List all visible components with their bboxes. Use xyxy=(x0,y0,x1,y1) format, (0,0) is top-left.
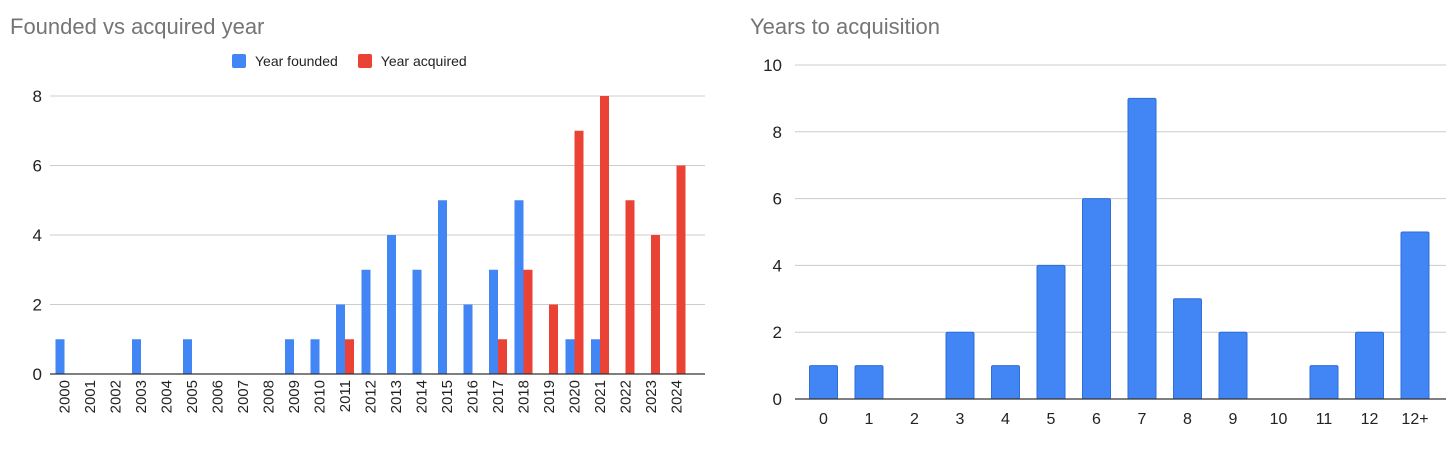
x-tick-label: 2002 xyxy=(108,380,125,413)
x-tick-label: 5 xyxy=(1047,411,1056,428)
x-tick-label: 2008 xyxy=(261,380,278,413)
x-tick-label: 2021 xyxy=(592,380,609,413)
y-tick-label: 4 xyxy=(33,226,42,245)
x-tick-label: 4 xyxy=(1001,411,1010,428)
x-tick-label: 2 xyxy=(910,411,919,428)
x-tick-label: 2022 xyxy=(618,380,635,413)
x-tick-label: 1 xyxy=(865,411,874,428)
bar-years-to-acquisition xyxy=(809,365,838,400)
x-tick-label: 2000 xyxy=(57,380,74,413)
x-tick-label: 2009 xyxy=(286,380,303,413)
x-tick-label: 2024 xyxy=(669,380,686,413)
x-tick-label: 2012 xyxy=(363,380,380,413)
x-tick-label: 11 xyxy=(1316,411,1333,428)
y-tick-label: 6 xyxy=(773,190,782,209)
y-tick-label: 0 xyxy=(773,390,782,409)
chart-title-founded-vs-acquired: Founded vs acquired year xyxy=(10,14,265,39)
y-tick-label: 2 xyxy=(33,296,42,315)
bar-years-to-acquisition xyxy=(854,365,884,400)
x-tick-label: 2014 xyxy=(414,380,431,413)
x-tick-label: 2010 xyxy=(312,380,329,413)
legend: Year founded Year acquired xyxy=(232,53,487,69)
legend-swatch-founded xyxy=(232,54,246,68)
x-tick-label: 2011 xyxy=(337,380,354,412)
x-tick-label: 12 xyxy=(1361,411,1379,428)
x-tick-label: 2005 xyxy=(184,380,201,413)
x-tick-label: 10 xyxy=(1270,411,1288,428)
bar-years-to-acquisition xyxy=(945,331,975,400)
x-tick-label: 2006 xyxy=(210,380,227,413)
x-tick-label: 2007 xyxy=(235,380,252,413)
bar-year-founded xyxy=(361,269,371,374)
x-tick-label: 2017 xyxy=(490,380,507,413)
bar-year-acquired xyxy=(651,235,660,374)
legend-swatch-acquired xyxy=(357,54,372,68)
bar-year-founded xyxy=(132,339,141,374)
bar-year-acquired xyxy=(498,339,507,374)
x-tick-label: 7 xyxy=(1138,411,1147,428)
bar-years-to-acquisition xyxy=(1127,97,1157,400)
legend-item-acquired: Year acquired xyxy=(357,53,467,69)
bar-year-acquired xyxy=(676,165,686,374)
bar-years-to-acquisition xyxy=(1036,264,1066,400)
legend-item-founded: Year founded xyxy=(232,53,338,69)
y-tick-label: 8 xyxy=(33,87,42,106)
bar-year-founded xyxy=(463,304,473,374)
bar-year-founded xyxy=(514,200,524,374)
bar-years-to-acquisition xyxy=(991,365,1020,400)
x-tick-label: 2019 xyxy=(541,380,558,413)
x-tick-label: 2018 xyxy=(516,380,533,413)
bar-year-acquired xyxy=(345,339,354,374)
x-tick-label: 0 xyxy=(819,411,828,428)
bar-year-founded xyxy=(285,339,294,374)
bar-year-founded xyxy=(412,269,422,374)
x-tick-label: 2013 xyxy=(388,380,405,413)
bar-year-acquired xyxy=(574,130,584,374)
bar-years-to-acquisition xyxy=(1309,365,1339,400)
bar-year-acquired xyxy=(549,304,558,374)
bar-year-founded xyxy=(489,269,498,374)
bar-year-founded xyxy=(55,339,65,374)
y-tick-label: 10 xyxy=(763,56,782,75)
x-tick-label: 3 xyxy=(956,411,965,428)
bar-year-acquired xyxy=(523,269,533,374)
founded-vs-acquired-chart: 0 2 4 6 8 2000 2001 2002 2003 2004 2005 2006 2007 200… xyxy=(33,87,705,413)
x-tick-label: 2004 xyxy=(159,380,176,413)
bar-years-to-acquisition xyxy=(1082,198,1111,400)
bar-year-founded xyxy=(565,339,575,374)
x-tick-label: 12+ xyxy=(1401,411,1428,428)
bar-years-to-acquisition xyxy=(1400,231,1430,400)
bar-years-to-acquisition xyxy=(1218,331,1248,400)
x-tick-label: 2016 xyxy=(465,380,482,413)
x-tick-label: 2015 xyxy=(439,380,456,413)
x-tick-label: 2020 xyxy=(567,380,584,413)
bar-year-founded xyxy=(591,339,600,374)
y-tick-label: 6 xyxy=(33,157,42,176)
bar-year-founded xyxy=(387,235,396,374)
x-tick-label: 9 xyxy=(1229,411,1238,428)
bar-years-to-acquisition xyxy=(1173,298,1202,400)
bar-year-founded xyxy=(438,200,447,374)
bar-year-acquired xyxy=(625,200,635,374)
x-tick-label: 2003 xyxy=(133,380,150,413)
bar-year-founded xyxy=(310,339,320,374)
y-tick-label: 4 xyxy=(773,256,782,275)
x-tick-label: 2001 xyxy=(82,380,99,413)
bar-year-acquired xyxy=(600,96,609,374)
legend-label-acquired: Year acquired xyxy=(380,53,467,69)
x-tick-label: 8 xyxy=(1183,411,1192,428)
x-tick-label: 6 xyxy=(1092,411,1101,428)
y-tick-label: 0 xyxy=(33,365,42,384)
bar-year-founded xyxy=(336,304,345,374)
bar-years-to-acquisition xyxy=(1355,331,1384,400)
y-tick-label: 2 xyxy=(773,323,782,342)
bar-year-founded xyxy=(183,339,192,374)
chart-title-years-to-acquisition: Years to acquisition xyxy=(750,14,940,39)
x-tick-label: 2023 xyxy=(643,380,660,413)
legend-label-founded: Year founded xyxy=(255,53,338,69)
y-tick-label: 8 xyxy=(773,123,782,142)
